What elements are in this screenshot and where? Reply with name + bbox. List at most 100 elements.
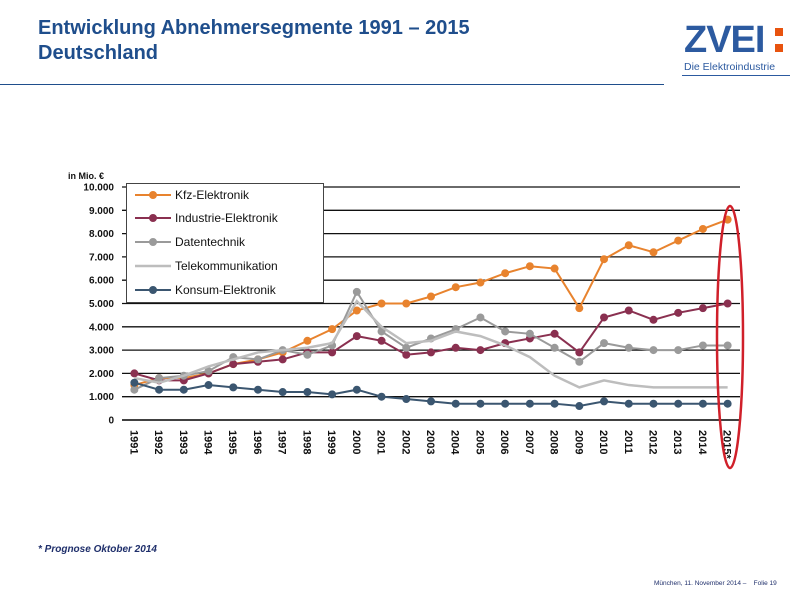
y-tick-label: 10.000 — [83, 183, 114, 194]
x-tick-label: 2009 — [572, 430, 584, 454]
x-tick-label: 2013 — [671, 430, 683, 454]
data-point-daten — [130, 385, 139, 394]
data-point-konsum — [624, 399, 633, 408]
logo-subtitle: Die Elektroindustrie — [684, 61, 776, 73]
x-tick-label: 2007 — [523, 430, 535, 454]
legend-marker-telekom — [135, 264, 171, 268]
x-tick-label: 1995 — [226, 430, 238, 454]
data-point-konsum — [352, 385, 361, 394]
data-point-kfz — [600, 255, 609, 264]
y-tick-label: 3.000 — [89, 346, 114, 357]
data-point-industrie — [723, 299, 732, 308]
legend-item-konsum: Konsum-Elektronik — [127, 281, 323, 301]
series-daten — [130, 287, 732, 394]
data-point-konsum — [155, 385, 164, 394]
data-point-kfz — [427, 292, 435, 301]
data-point-konsum — [253, 385, 262, 394]
data-point-konsum — [674, 399, 683, 408]
data-point-industrie — [451, 343, 460, 352]
legend-item-kfz: Kfz-Elektronik — [127, 186, 323, 206]
data-point-industrie — [377, 336, 386, 345]
data-point-konsum — [600, 397, 609, 406]
data-point-daten — [723, 341, 732, 350]
highlight-2015-ellipse — [715, 204, 745, 470]
data-point-konsum — [204, 381, 213, 390]
data-point-industrie — [476, 346, 485, 355]
data-point-konsum — [476, 399, 485, 408]
data-point-daten — [649, 346, 658, 355]
y-tick-label: 9.000 — [89, 206, 114, 217]
data-point-industrie — [649, 315, 658, 324]
data-point-industrie — [575, 348, 584, 357]
x-tick-label: 2005 — [473, 430, 485, 454]
data-point-konsum — [179, 385, 188, 394]
y-axis-label: in Mio. € — [68, 171, 104, 181]
legend-label-telekom: Telekommunikation — [175, 259, 278, 273]
data-point-daten — [303, 350, 312, 359]
footer-place-date: München, 11. November 2014 — [654, 580, 741, 587]
x-tick-label: 1999 — [325, 430, 337, 454]
x-tick-label: 2012 — [646, 430, 658, 454]
y-tick-label: 0 — [108, 416, 114, 427]
legend-label-daten: Datentechnik — [175, 235, 246, 249]
data-point-industrie — [698, 304, 707, 313]
data-point-daten — [352, 287, 361, 296]
data-point-kfz — [525, 262, 534, 271]
x-tick-label: 1993 — [177, 430, 189, 454]
footer: München, 11. November 2014 – Folie 19 — [654, 580, 777, 587]
data-point-kfz — [352, 306, 361, 315]
x-tick-label: 2001 — [375, 430, 387, 454]
legend-label-konsum: Konsum-Elektronik — [175, 283, 276, 297]
data-point-daten — [253, 355, 262, 364]
data-point-konsum — [303, 388, 312, 397]
data-point-konsum — [550, 399, 559, 408]
data-point-kfz — [698, 224, 707, 233]
data-point-kfz — [501, 269, 510, 278]
data-point-industrie — [674, 308, 683, 317]
series-konsum — [130, 378, 732, 411]
x-tick-label: 2008 — [548, 430, 560, 454]
legend-label-industrie: Industrie-Elektronik — [175, 211, 278, 225]
data-point-daten — [525, 329, 534, 338]
logo-dots-icon — [775, 28, 783, 60]
legend-marker-industrie — [135, 214, 171, 222]
legend-item-daten: Datentechnik — [127, 233, 323, 253]
data-point-daten — [402, 343, 411, 352]
title-line-1: Entwicklung Abnehmersegmente 1991 – 2015 — [38, 17, 470, 39]
data-point-industrie — [600, 313, 609, 322]
logo-underline — [682, 75, 790, 76]
y-tick-label: 8.000 — [89, 229, 114, 240]
legend-item-telekom: Telekommunikation — [127, 257, 323, 277]
x-tick-label: 1994 — [202, 430, 214, 455]
data-point-kfz — [624, 241, 633, 250]
footnote: * Prognose Oktober 2014 — [38, 544, 157, 555]
data-point-daten — [624, 343, 633, 352]
y-tick-label: 4.000 — [89, 322, 114, 333]
data-point-daten — [155, 374, 164, 383]
y-tick-label: 1.000 — [89, 392, 114, 403]
x-tick-label: 2010 — [597, 430, 609, 454]
x-tick-label: 2004 — [449, 430, 461, 455]
data-point-industrie — [278, 355, 287, 364]
data-point-konsum — [278, 388, 287, 397]
y-tick-label: 2.000 — [89, 369, 114, 380]
data-point-konsum — [575, 402, 584, 411]
data-point-kfz — [451, 283, 460, 292]
data-point-daten — [698, 341, 707, 350]
x-tick-label: 1997 — [276, 430, 288, 454]
data-point-konsum — [229, 383, 238, 392]
data-point-daten — [550, 343, 559, 352]
data-point-konsum — [698, 399, 707, 408]
series-telekom — [134, 299, 728, 389]
data-point-industrie — [402, 350, 411, 359]
zvei-logo: ZVEI Die Elektroindustrie — [682, 20, 792, 78]
data-point-konsum — [649, 399, 658, 408]
data-point-industrie — [229, 360, 238, 369]
data-point-industrie — [130, 369, 139, 378]
title-divider — [0, 84, 664, 85]
data-point-kfz — [674, 236, 683, 245]
data-point-konsum — [402, 395, 411, 404]
data-point-kfz — [402, 299, 411, 308]
x-tick-label: 2000 — [350, 430, 362, 454]
data-point-industrie — [352, 332, 361, 341]
